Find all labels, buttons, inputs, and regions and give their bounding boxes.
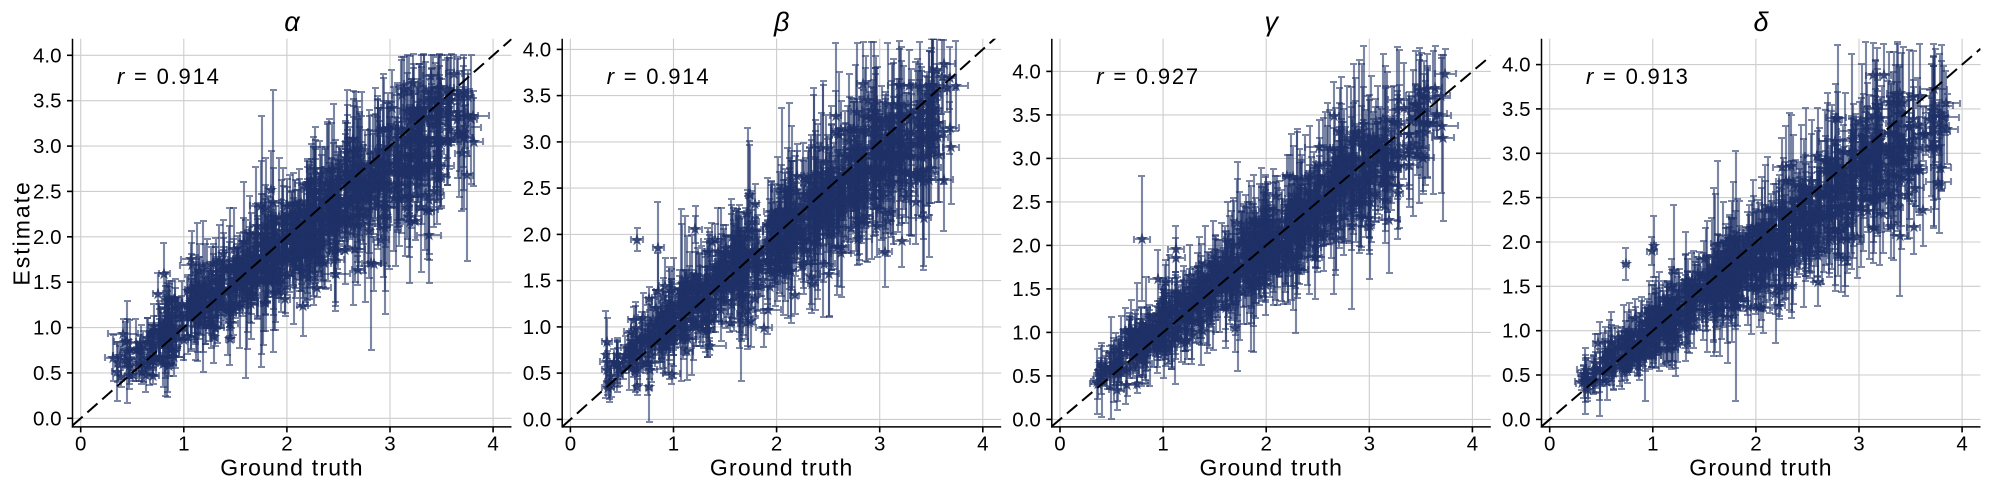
svg-text:r = 0.914: r = 0.914 (117, 64, 221, 89)
svg-text:1: 1 (668, 433, 679, 456)
svg-text:3.0: 3.0 (523, 131, 552, 154)
svg-text:4: 4 (1956, 433, 1967, 456)
svg-text:Estimate: Estimate (9, 180, 35, 285)
svg-text:4.0: 4.0 (1502, 54, 1531, 77)
svg-text:4: 4 (977, 433, 988, 456)
svg-text:r = 0.914: r = 0.914 (607, 64, 711, 89)
svg-text:2.5: 2.5 (1012, 191, 1041, 214)
svg-text:Ground truth: Ground truth (710, 455, 854, 481)
svg-text:0.5: 0.5 (1012, 365, 1041, 388)
svg-text:0.0: 0.0 (523, 408, 552, 431)
svg-text:0: 0 (1054, 433, 1065, 456)
svg-text:γ: γ (1265, 7, 1280, 37)
svg-text:r = 0.913: r = 0.913 (1586, 64, 1690, 89)
svg-text:2.5: 2.5 (33, 180, 62, 203)
svg-text:4: 4 (1467, 433, 1478, 456)
svg-text:2.0: 2.0 (33, 226, 62, 249)
svg-text:0.5: 0.5 (1502, 364, 1531, 387)
svg-text:2: 2 (1260, 433, 1271, 456)
svg-text:1.0: 1.0 (33, 317, 62, 340)
svg-text:1.5: 1.5 (1012, 278, 1041, 301)
svg-text:2.0: 2.0 (1012, 234, 1041, 257)
svg-text:1.0: 1.0 (523, 316, 552, 339)
svg-text:α: α (284, 7, 301, 37)
svg-text:3.0: 3.0 (33, 135, 62, 158)
svg-text:1: 1 (1157, 433, 1168, 456)
svg-text:3: 3 (384, 433, 395, 456)
svg-text:2: 2 (771, 433, 782, 456)
svg-text:1: 1 (178, 433, 189, 456)
svg-text:0.0: 0.0 (1502, 408, 1531, 431)
svg-text:3.0: 3.0 (1502, 142, 1531, 165)
svg-text:0.0: 0.0 (33, 407, 62, 430)
svg-text:4.0: 4.0 (523, 38, 552, 61)
svg-text:4: 4 (487, 433, 498, 456)
svg-text:Ground truth: Ground truth (1689, 455, 1833, 481)
svg-text:3.5: 3.5 (1012, 104, 1041, 127)
svg-text:1.0: 1.0 (1502, 320, 1531, 343)
svg-text:β: β (773, 7, 789, 37)
svg-text:r = 0.927: r = 0.927 (1096, 64, 1200, 89)
svg-text:2.0: 2.0 (1502, 231, 1531, 254)
svg-text:3: 3 (1364, 433, 1375, 456)
svg-text:1.5: 1.5 (1502, 275, 1531, 298)
svg-text:2: 2 (1750, 433, 1761, 456)
svg-text:4.0: 4.0 (33, 44, 62, 67)
svg-text:Ground truth: Ground truth (1200, 455, 1344, 481)
svg-text:3.0: 3.0 (1012, 147, 1041, 170)
svg-text:1: 1 (1647, 433, 1658, 456)
svg-text:0.5: 0.5 (523, 362, 552, 385)
svg-text:0.5: 0.5 (33, 362, 62, 385)
svg-text:3: 3 (874, 433, 885, 456)
svg-text:3.5: 3.5 (523, 85, 552, 108)
svg-text:1.5: 1.5 (523, 270, 552, 293)
svg-text:0.0: 0.0 (1012, 408, 1041, 431)
svg-text:Ground truth: Ground truth (220, 455, 364, 481)
svg-text:1.5: 1.5 (33, 271, 62, 294)
svg-text:2: 2 (281, 433, 292, 456)
svg-text:0: 0 (1544, 433, 1555, 456)
svg-text:2.5: 2.5 (1502, 187, 1531, 210)
svg-text:2.0: 2.0 (523, 223, 552, 246)
svg-text:0: 0 (565, 433, 576, 456)
svg-text:1.0: 1.0 (1012, 321, 1041, 344)
svg-text:3: 3 (1853, 433, 1864, 456)
svg-text:2.5: 2.5 (523, 177, 552, 200)
svg-text:0: 0 (75, 433, 86, 456)
svg-text:3.5: 3.5 (1502, 98, 1531, 121)
svg-text:4.0: 4.0 (1012, 60, 1041, 83)
svg-text:δ: δ (1753, 7, 1769, 37)
svg-text:3.5: 3.5 (33, 90, 62, 113)
